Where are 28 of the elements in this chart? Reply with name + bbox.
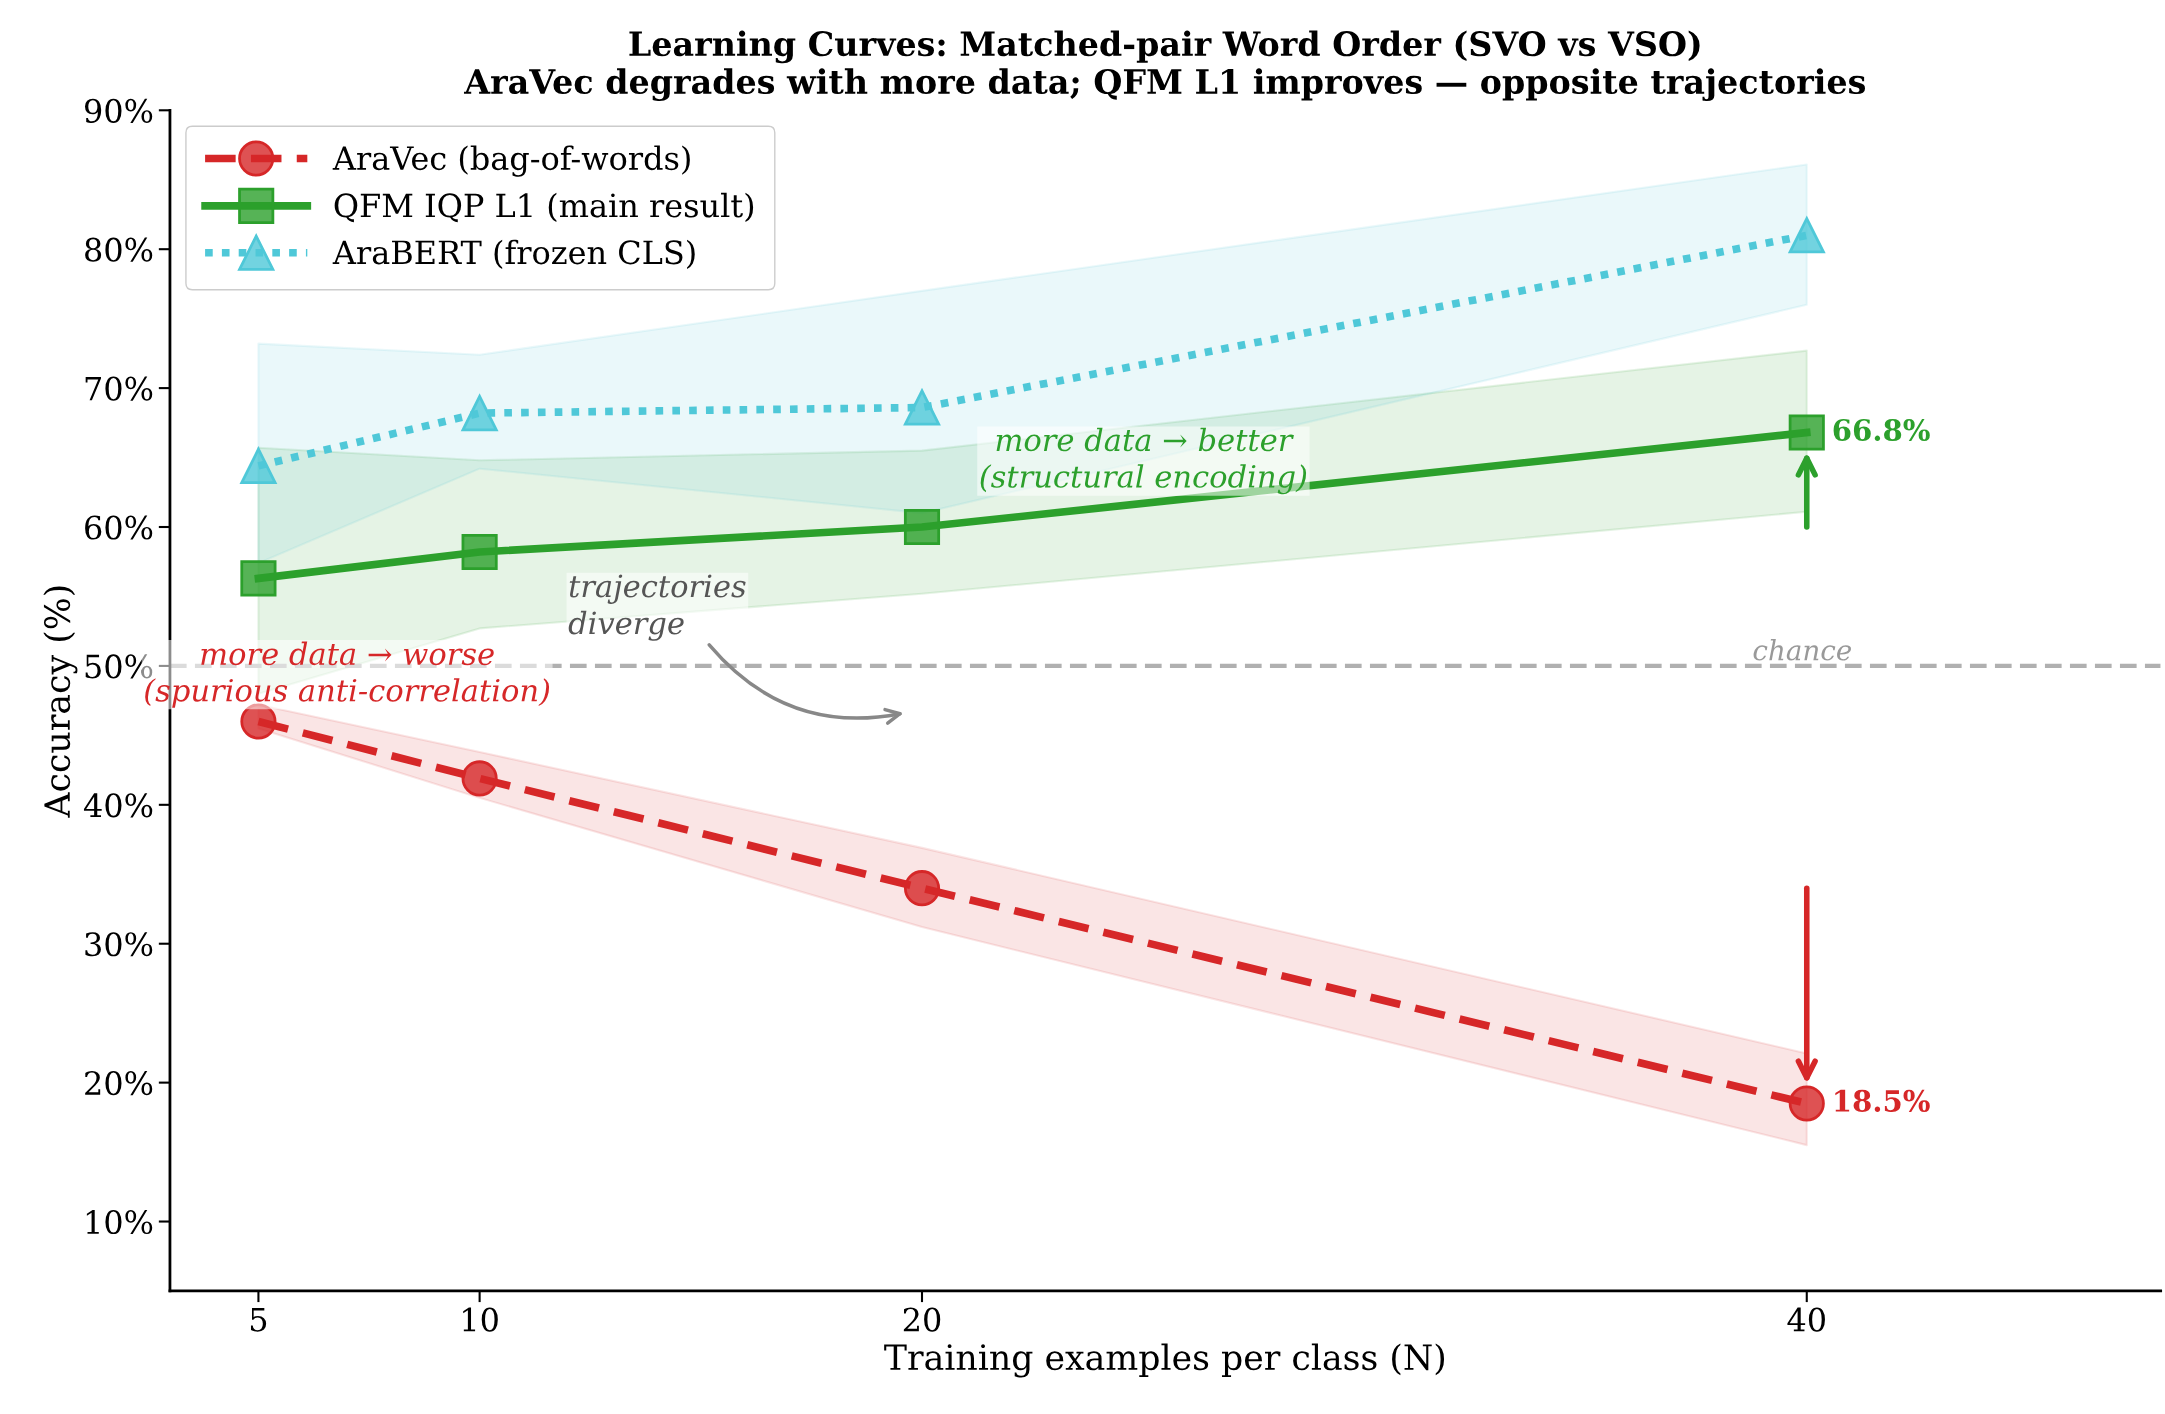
point — [1788, 217, 1825, 254]
legend-label: QFM IQP L1 (main result) — [334, 192, 754, 223]
point — [903, 389, 941, 426]
point — [1788, 414, 1825, 451]
y-tick-label: 40% — [83, 793, 153, 818]
x-tick-label: 40 — [1787, 1307, 1825, 1332]
y-tick-label: 30% — [85, 932, 153, 957]
y-tick-label: 90% — [84, 98, 153, 123]
data-label: 18.5% — [1835, 1089, 1930, 1112]
x-tick-label: 5 — [250, 1307, 267, 1332]
chart-title: Learning Curves: Matched-pair Word Order (SVO vs VSO) AraVec degrades with more data; QFM L1 improves — opposite trajectories — [463, 30, 1866, 102]
point — [240, 447, 277, 484]
annotation: more data → better (structural encoding) — [980, 427, 1307, 495]
y-axis-title: Accuracy (%) — [43, 586, 78, 818]
y-tick-label: 10% — [86, 1209, 153, 1235]
annotation: trajectories diverge — [568, 574, 746, 641]
point — [1788, 1085, 1825, 1122]
y-tick-label: 20% — [85, 1071, 153, 1096]
legend-label: AraBERT (frozen CLS) — [332, 239, 695, 269]
legend-label: AraVec (bag-of-words) — [332, 145, 690, 177]
x-tick-label: 20 — [903, 1307, 941, 1332]
x-axis-title: Training examples per class (N) — [884, 1343, 1445, 1378]
y-tick-label: 60% — [85, 515, 153, 540]
data-label: 66.8% — [1833, 418, 1930, 442]
x-tick-label: 10 — [463, 1307, 498, 1332]
ref-line-label: chance — [1753, 639, 1852, 661]
y-tick-label: 80% — [85, 237, 153, 262]
y-tick-label: 70% — [85, 376, 153, 401]
